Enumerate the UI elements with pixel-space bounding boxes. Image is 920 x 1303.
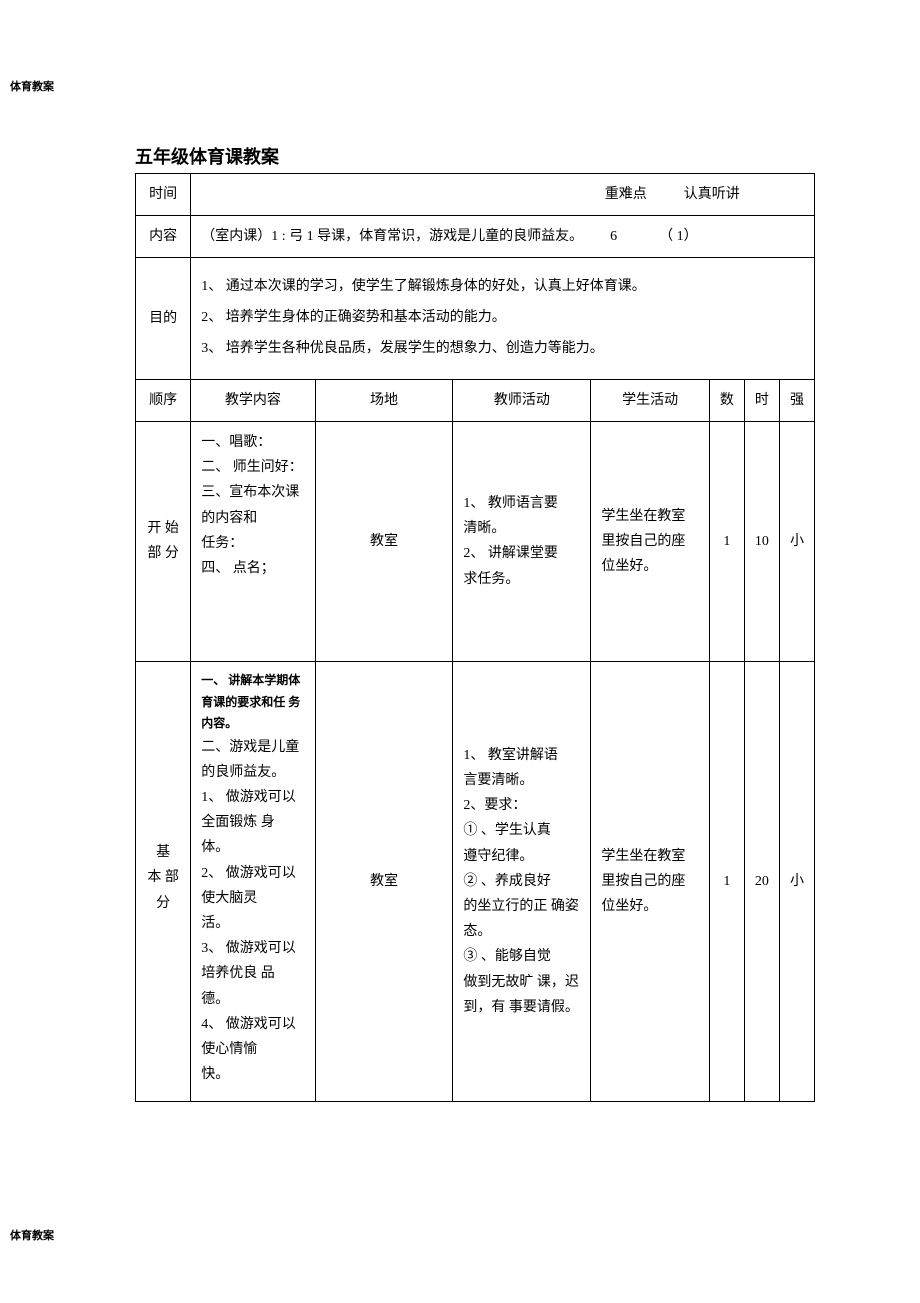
- section1-teacher-act: 1、 教师语言要 清晰。 2、 讲解课堂要 求任务。: [453, 421, 591, 661]
- goal-item-2: 2、 培养学生身体的正确姿势和基本活动的能力。: [201, 303, 804, 334]
- header-label: 体育教案: [10, 78, 54, 94]
- section2-teach-main: 二、游戏是儿童的良师益友。 1、 做游戏可以 全面锻炼 身 体。 2、 做游戏可…: [201, 735, 304, 1088]
- section-start-label: 开 始 部 分: [136, 421, 191, 661]
- section2-strength: 小: [779, 661, 814, 1101]
- section2-time: 20: [744, 661, 779, 1101]
- section2-count: 1: [709, 661, 744, 1101]
- lesson-plan-table: 时间 重难点 认真听讲 内容 （室内课）1 : 弓 1 导课，体育常识，游戏是儿…: [135, 173, 815, 1102]
- goal-item-3: 3、 培养学生各种优良品质，发展学生的想象力、创造力等能力。: [201, 334, 804, 365]
- section2-student-act: 学生坐在教室 里按自己的座 位坐好。: [591, 661, 709, 1101]
- time-content: 重难点 认真听讲: [191, 174, 815, 216]
- col-time: 时: [744, 379, 779, 421]
- content-label: 内容: [136, 216, 191, 258]
- section1-venue: 教室: [315, 421, 453, 661]
- section-start-row: 开 始 部 分 一、唱歌： 二、 师生问好： 三、宣布本次课 的内容和 任务： …: [136, 421, 815, 661]
- col-count: 数: [709, 379, 744, 421]
- col-student-act: 学生活动: [591, 379, 709, 421]
- goal-label: 目的: [136, 258, 191, 379]
- content-text: （室内课）1 : 弓 1 导课，体育常识，游戏是儿童的良师益友。: [201, 229, 583, 244]
- section2-teach-small: 一、 讲解本学期体 育课的要求和任 务内容。: [201, 670, 304, 735]
- content-value: （室内课）1 : 弓 1 导课，体育常识，游戏是儿童的良师益友。 6 （ 1）: [191, 216, 815, 258]
- col-strength: 强: [779, 379, 814, 421]
- col-venue: 场地: [315, 379, 453, 421]
- page-title: 五年级体育课教案: [135, 143, 279, 169]
- section1-strength: 小: [779, 421, 814, 661]
- section-basic-row: 基 本 部 分 一、 讲解本学期体 育课的要求和任 务内容。 二、游戏是儿童的良…: [136, 661, 815, 1101]
- col-order: 顺序: [136, 379, 191, 421]
- goal-content: 1、 通过本次课的学习，使学生了解锻炼身体的好处，认真上好体育课。 2、 培养学…: [191, 258, 815, 379]
- time-label: 时间: [136, 174, 191, 216]
- goal-row: 目的 1、 通过本次课的学习，使学生了解锻炼身体的好处，认真上好体育课。 2、 …: [136, 258, 815, 379]
- section2-venue: 教室: [315, 661, 453, 1101]
- col-teach-content: 教学内容: [191, 379, 315, 421]
- col-teacher-act: 教师活动: [453, 379, 591, 421]
- section1-time: 10: [744, 421, 779, 661]
- section-basic-label: 基 本 部 分: [136, 661, 191, 1101]
- content-num1: 6: [610, 229, 617, 244]
- content-num2: （ 1）: [659, 229, 698, 244]
- section1-teach: 一、唱歌： 二、 师生问好： 三、宣布本次课 的内容和 任务： 四、 点名；: [191, 421, 315, 661]
- keypoint-label: 重难点: [605, 187, 647, 202]
- section2-teach: 一、 讲解本学期体 育课的要求和任 务内容。 二、游戏是儿童的良师益友。 1、 …: [191, 661, 315, 1101]
- content-row: 内容 （室内课）1 : 弓 1 导课，体育常识，游戏是儿童的良师益友。 6 （ …: [136, 216, 815, 258]
- footer-label: 体育教案: [10, 1227, 54, 1243]
- keypoint-value: 认真听讲: [684, 187, 740, 202]
- section1-count: 1: [709, 421, 744, 661]
- section1-student-act: 学生坐在教室 里按自己的座 位坐好。: [591, 421, 709, 661]
- time-row: 时间 重难点 认真听讲: [136, 174, 815, 216]
- column-header-row: 顺序 教学内容 场地 教师活动 学生活动 数 时 强: [136, 379, 815, 421]
- section2-teacher-act: 1、 教室讲解语 言要清晰。 2、要求： ① 、学生认真 遵守纪律。 ② 、养成…: [453, 661, 591, 1101]
- goal-item-1: 1、 通过本次课的学习，使学生了解锻炼身体的好处，认真上好体育课。: [201, 272, 804, 303]
